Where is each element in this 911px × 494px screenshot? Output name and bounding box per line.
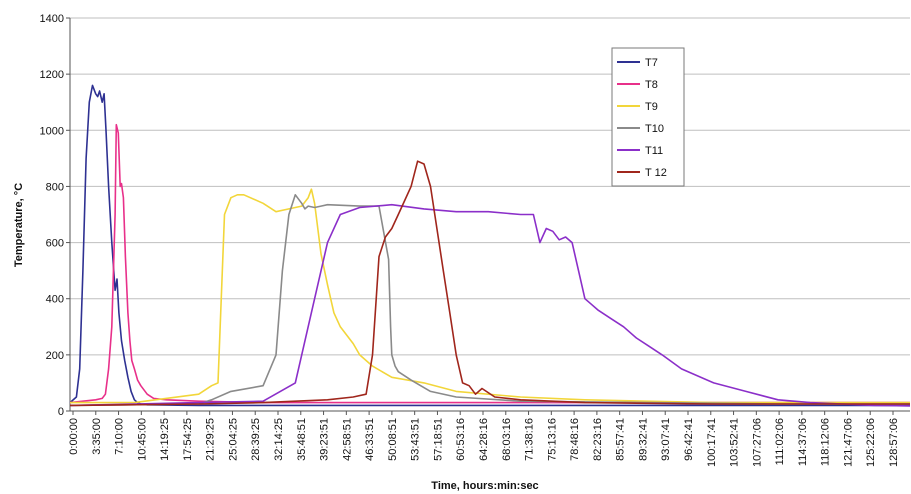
- x-tick-label: 28:39:25: [250, 418, 262, 461]
- series-line-t10: [69, 194, 910, 407]
- x-tick-label: 14:19:25: [159, 418, 171, 461]
- legend-label: T 12: [645, 167, 667, 179]
- series-line-t8: [69, 123, 910, 404]
- x-tick-label: 125:22:06: [865, 418, 877, 467]
- y-tick-label: 1000: [40, 125, 64, 137]
- x-tick-label: 93:07:41: [660, 418, 672, 461]
- x-tick-label: 46:33:51: [364, 418, 376, 461]
- x-axis-title: Time, hours:min:sec: [431, 480, 538, 492]
- x-tick-label: 82:23:16: [592, 418, 604, 461]
- y-tick-label: 1200: [40, 69, 64, 81]
- x-tick-label: 57:18:51: [432, 418, 444, 461]
- x-tick-label: 7:10:00: [114, 418, 126, 455]
- grid-lines: [70, 17, 910, 356]
- legend-label: T11: [645, 145, 663, 157]
- x-tick-label: 60:53:16: [455, 418, 467, 461]
- x-tick-label: 17:54:25: [182, 418, 194, 461]
- y-tick-label: 400: [46, 294, 64, 306]
- x-tick-label: 68:03:16: [501, 418, 513, 461]
- x-tick-label: 78:48:16: [569, 418, 581, 461]
- y-tick-label: 200: [46, 350, 64, 362]
- series-line-t7: [69, 84, 910, 407]
- x-tick-label: 96:42:41: [683, 418, 695, 461]
- x-tick-label: 75:13:16: [546, 418, 558, 461]
- x-tick-label: 71:38:16: [524, 418, 536, 461]
- axes: 0 200 400 600 800 1000 1200 1400 0:00:00 3:35:00 7…: [40, 13, 910, 467]
- series-line-t9: [70, 188, 910, 404]
- x-tick-label: 114:37:06: [797, 418, 809, 466]
- x-tick-label: 0:00:00: [68, 418, 80, 455]
- x-tick-label: 111:02:06: [774, 418, 786, 465]
- x-tick-label: 32:14:25: [273, 418, 285, 461]
- series-lines: [69, 84, 911, 407]
- x-tick-label: 64:28:16: [478, 418, 490, 461]
- series-line-t12: [69, 160, 910, 407]
- x-tick-label: 39:23:51: [319, 418, 331, 461]
- x-tick-label: 50:08:51: [387, 418, 399, 461]
- legend-label: T8: [645, 79, 658, 91]
- legend-box: [611, 47, 685, 187]
- x-tick-label: 42:58:51: [341, 418, 353, 461]
- series-line-t11: [69, 203, 911, 407]
- x-tick-label: 103:52:41: [729, 418, 741, 467]
- legend-label: T7: [645, 57, 658, 69]
- x-tick-label: 53:43:51: [410, 418, 422, 461]
- x-tick-label: 25:04:25: [227, 418, 239, 461]
- x-tick-label: 128:57:06: [888, 418, 900, 467]
- legend: T7 T8 T9 T10 T11 T 12: [611, 47, 685, 187]
- x-tick-label: 21:29:25: [205, 418, 217, 461]
- y-tick-label: 0: [58, 406, 64, 418]
- x-tick-label: 118:12:06: [820, 418, 832, 466]
- y-tick-label: 600: [46, 238, 64, 250]
- x-tick-label: 85:57:41: [615, 418, 627, 461]
- x-tick-label: 107:27:06: [751, 418, 763, 467]
- legend-label: T10: [645, 123, 664, 135]
- y-tick-label: 800: [46, 181, 64, 193]
- y-tick-label: 1400: [40, 13, 64, 25]
- legend-label: T9: [645, 101, 658, 113]
- x-tick-label: 89:32:41: [637, 418, 649, 461]
- x-tick-label: 10:45:00: [136, 418, 148, 461]
- x-tick-label: 35:48:51: [296, 418, 308, 461]
- x-tick-label: 100:17:41: [706, 418, 718, 467]
- x-tick-label: 121:47:06: [842, 418, 854, 467]
- x-tick-label: 3:35:00: [91, 418, 103, 455]
- y-axis-title: Temperature, °C: [13, 183, 25, 267]
